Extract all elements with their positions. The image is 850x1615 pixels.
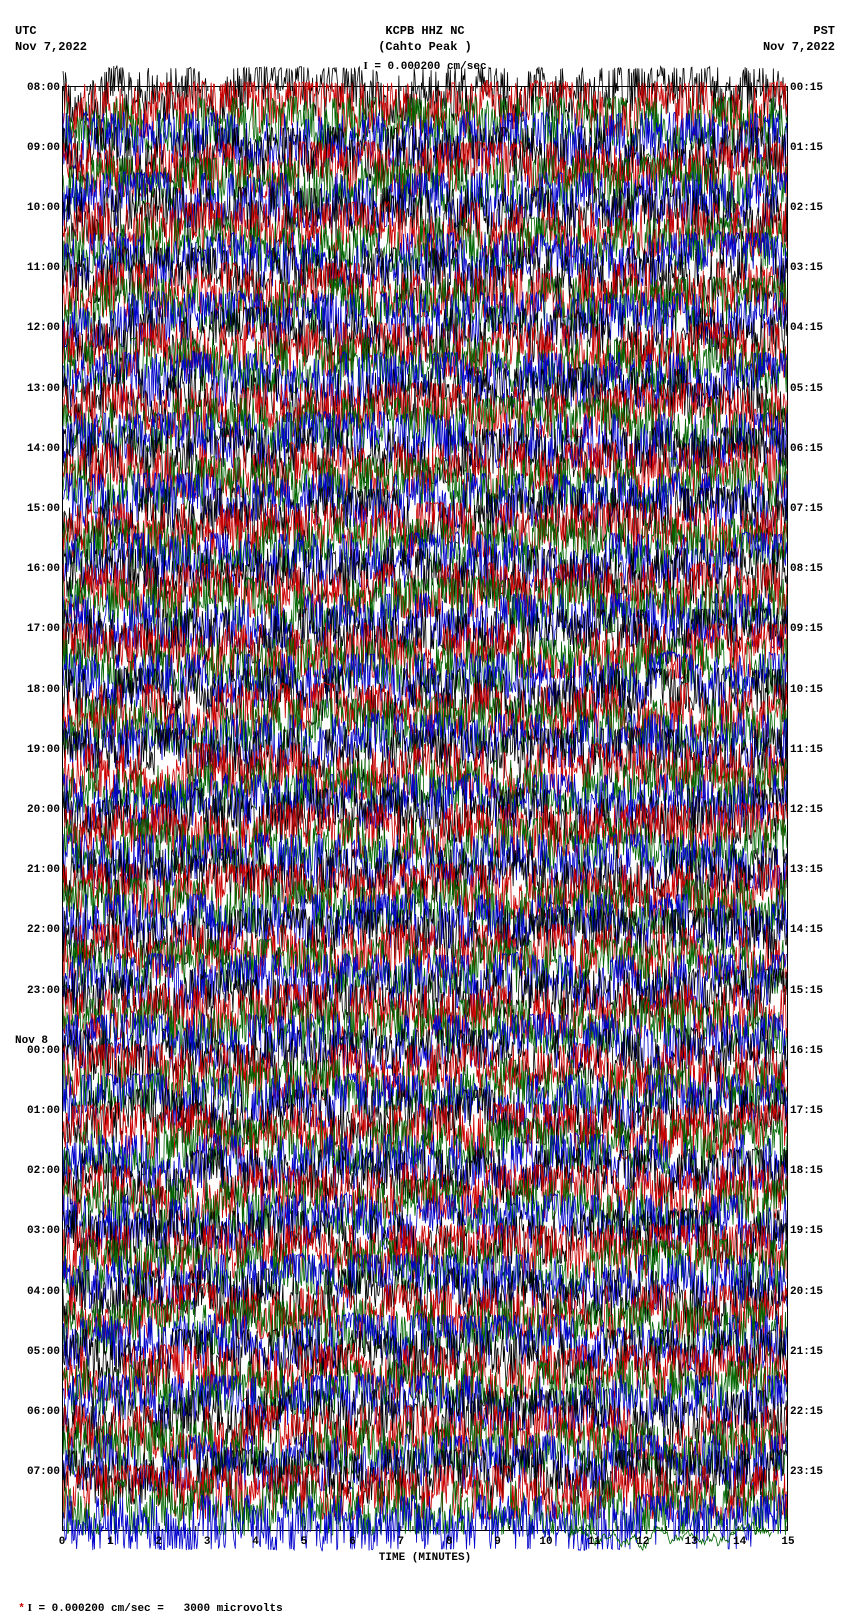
right-hour-label: 11:15 — [790, 744, 823, 756]
left-hour-label: 15:00 — [15, 503, 60, 515]
left-hour-label: 13:00 — [15, 383, 60, 395]
left-hour-label: 22:00 — [15, 924, 60, 936]
location-name: (Cahto Peak ) — [378, 40, 472, 54]
x-tick-label: 4 — [252, 1536, 259, 1548]
left-hour-label: 12:00 — [15, 322, 60, 334]
right-hour-label: 00:15 — [790, 82, 823, 94]
right-hour-label: 15:15 — [790, 985, 823, 997]
x-tick-label: 12 — [636, 1536, 649, 1548]
left-hour-label: 10:00 — [15, 202, 60, 214]
left-hour-label: 07:00 — [15, 1466, 60, 1478]
date-left: Nov 7,2022 — [15, 40, 87, 54]
right-hour-label: 23:15 — [790, 1466, 823, 1478]
x-tick-label: 2 — [155, 1536, 162, 1548]
x-tick-label: 15 — [781, 1536, 794, 1548]
x-tick-label: 13 — [685, 1536, 698, 1548]
x-tick-label: 10 — [539, 1536, 552, 1548]
x-axis-title: TIME (MINUTES) — [379, 1552, 471, 1564]
left-hour-label: 01:00 — [15, 1105, 60, 1117]
left-hour-label: 08:00 — [15, 82, 60, 94]
left-hour-label: 06:00 — [15, 1406, 60, 1418]
seismogram-traces — [63, 87, 787, 1530]
left-axis-labels: 08:0009:0010:0011:0012:0013:0014:0015:00… — [15, 86, 60, 1531]
right-hour-label: 14:15 — [790, 924, 823, 936]
scale-text: = 0.000200 cm/sec — [368, 61, 487, 73]
right-hour-label: 04:15 — [790, 322, 823, 334]
left-hour-label: 09:00 — [15, 142, 60, 154]
right-hour-label: 08:15 — [790, 563, 823, 575]
right-hour-label: 16:15 — [790, 1045, 823, 1057]
left-hour-label: 23:00 — [15, 985, 60, 997]
right-hour-label: 18:15 — [790, 1165, 823, 1177]
footer-dot: * — [18, 1603, 25, 1615]
x-tick-label: 0 — [59, 1536, 66, 1548]
right-hour-label: 03:15 — [790, 262, 823, 274]
left-hour-label: 04:00 — [15, 1286, 60, 1298]
helicorder-plot — [62, 86, 788, 1531]
x-tick-label: 14 — [733, 1536, 746, 1548]
x-tick-label: 6 — [349, 1536, 356, 1548]
scale-indicator: I = 0.000200 cm/sec — [363, 60, 486, 73]
left-hour-label: 20:00 — [15, 804, 60, 816]
right-hour-label: 12:15 — [790, 804, 823, 816]
station-code: KCPB HHZ NC — [385, 24, 464, 38]
tz-right-label: PST — [813, 24, 835, 38]
right-hour-label: 09:15 — [790, 623, 823, 635]
right-hour-label: 20:15 — [790, 1286, 823, 1298]
right-hour-label: 05:15 — [790, 383, 823, 395]
right-hour-label: 13:15 — [790, 864, 823, 876]
x-tick-label: 11 — [588, 1536, 601, 1548]
x-tick-label: 8 — [446, 1536, 453, 1548]
right-hour-label: 07:15 — [790, 503, 823, 515]
left-hour-label: 11:00 — [15, 262, 60, 274]
left-hour-label: 14:00 — [15, 443, 60, 455]
right-hour-label: 10:15 — [790, 684, 823, 696]
footer-scale: * I = 0.000200 cm/sec = 3000 microvolts — [5, 1590, 283, 1615]
right-hour-label: 02:15 — [790, 202, 823, 214]
left-hour-label: 02:00 — [15, 1165, 60, 1177]
x-tick-label: 9 — [494, 1536, 501, 1548]
right-hour-label: 17:15 — [790, 1105, 823, 1117]
left-hour-label: 18:00 — [15, 684, 60, 696]
day-break-label: Nov 8 — [15, 1035, 48, 1047]
footer-text: = 0.000200 cm/sec = 3000 microvolts — [32, 1603, 283, 1615]
x-tick-label: 3 — [204, 1536, 211, 1548]
left-hour-label: 19:00 — [15, 744, 60, 756]
left-hour-label: 05:00 — [15, 1346, 60, 1358]
right-hour-label: 19:15 — [790, 1225, 823, 1237]
x-tick-label: 1 — [107, 1536, 114, 1548]
right-axis-labels: 00:1501:1502:1503:1504:1505:1506:1507:15… — [790, 86, 835, 1531]
right-hour-label: 06:15 — [790, 443, 823, 455]
x-tick-label: 7 — [397, 1536, 404, 1548]
tz-left-label: UTC — [15, 24, 37, 38]
x-tick-label: 5 — [301, 1536, 308, 1548]
left-hour-label: 21:00 — [15, 864, 60, 876]
left-hour-label: 16:00 — [15, 563, 60, 575]
right-hour-label: 01:15 — [790, 142, 823, 154]
right-hour-label: 22:15 — [790, 1406, 823, 1418]
left-hour-label: 03:00 — [15, 1225, 60, 1237]
right-hour-label: 21:15 — [790, 1346, 823, 1358]
date-right: Nov 7,2022 — [763, 40, 835, 54]
left-hour-label: 17:00 — [15, 623, 60, 635]
